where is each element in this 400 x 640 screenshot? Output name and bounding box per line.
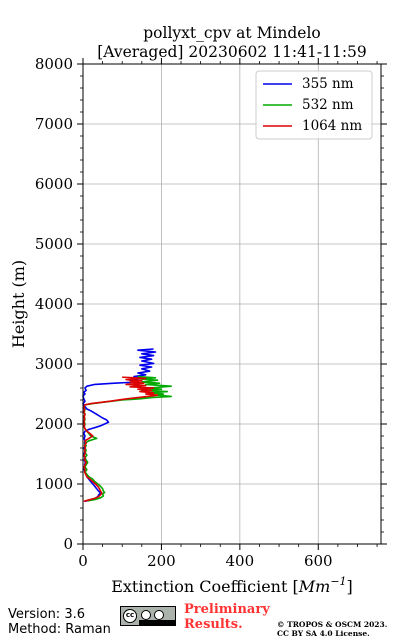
- x-axis-label: Extinction Coefficient [Mm−1]: [111, 575, 353, 596]
- x-axis-label-close: ]: [347, 577, 353, 596]
- version-text: Version: 3.6: [8, 607, 85, 622]
- x-axis-label-text: Extinction Coefficient [: [111, 577, 299, 596]
- sa-icon: [154, 610, 164, 620]
- x-tick-label: 200: [147, 552, 176, 570]
- y-axis-label: Height (m): [9, 260, 28, 348]
- series-line-0: [82, 348, 157, 503]
- cc-icon: cc: [123, 609, 137, 623]
- chart-subtitle: [Averaged] 20230602 11:41-11:59: [97, 43, 367, 61]
- cc-strip: [139, 620, 175, 625]
- x-tick-label: 0: [78, 552, 88, 570]
- legend-label-355: 355 nm: [302, 76, 354, 92]
- method-text: Method: Raman: [8, 622, 111, 637]
- y-tick-label: 6000: [35, 175, 73, 193]
- x-axis-unit-exponent: −1: [330, 575, 346, 588]
- y-tick-label: 8000: [35, 55, 73, 73]
- legend: 355 nm 532 nm 1064 nm: [255, 70, 373, 140]
- x-tick-label: 600: [304, 552, 333, 570]
- series-group: [82, 348, 172, 503]
- y-tick-label: 3000: [35, 355, 73, 373]
- axis-ticks: 0 200 400 600010002000300040005000600070008…: [35, 55, 387, 570]
- y-tick-label: 4000: [35, 295, 73, 313]
- extinction-profile-chart: 0 200 400 600010002000300040005000600070008…: [9, 24, 387, 596]
- y-tick-label: 5000: [35, 235, 73, 253]
- x-tick-label: 400: [226, 552, 255, 570]
- chart-title: pollyxt_cpv at Mindelo: [143, 24, 321, 42]
- legend-label-532: 532 nm: [302, 97, 354, 113]
- y-tick-label: 7000: [35, 115, 73, 133]
- x-axis-unit: Mm: [298, 577, 331, 596]
- series-line-2: [83, 376, 159, 503]
- by-icon: [141, 610, 151, 620]
- cc-by-sa-logo: cc: [120, 606, 176, 626]
- preliminary-results-text: Preliminary Results.: [184, 602, 270, 632]
- y-tick-label: 2000: [35, 415, 73, 433]
- y-tick-label: 0: [63, 535, 73, 553]
- legend-box: [255, 70, 373, 140]
- legend-label-1064: 1064 nm: [302, 118, 362, 134]
- y-tick-label: 1000: [35, 475, 73, 493]
- copyright-text: © TROPOS & OSCM 2023. CC BY SA 4.0 Licen…: [277, 620, 388, 638]
